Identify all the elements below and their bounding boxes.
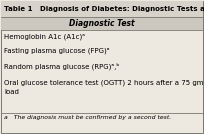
Text: Diagnostic Test: Diagnostic Test [69,19,135,28]
Text: a   The diagnosis must be confirmed by a second test.: a The diagnosis must be confirmed by a s… [4,115,171,120]
Text: Random plasma glucose (RPG)ᵃ,ᵇ: Random plasma glucose (RPG)ᵃ,ᵇ [4,62,119,70]
Bar [1,17,203,30]
Text: Table 1   Diagnosis of Diabetes: Diagnostic Tests and Gluco: Table 1 Diagnosis of Diabetes: Diagnosti… [4,6,204,12]
Bar [1,1,203,17]
Text: Hemoglobin A1c (A1c)ᵃ: Hemoglobin A1c (A1c)ᵃ [4,33,85,40]
Text: Oral glucose tolerance test (OGTT) 2 hours after a 75 gm oral glucose
load: Oral glucose tolerance test (OGTT) 2 hou… [4,80,204,94]
Text: Fasting plasma glucose (FPG)ᵃ: Fasting plasma glucose (FPG)ᵃ [4,47,110,53]
